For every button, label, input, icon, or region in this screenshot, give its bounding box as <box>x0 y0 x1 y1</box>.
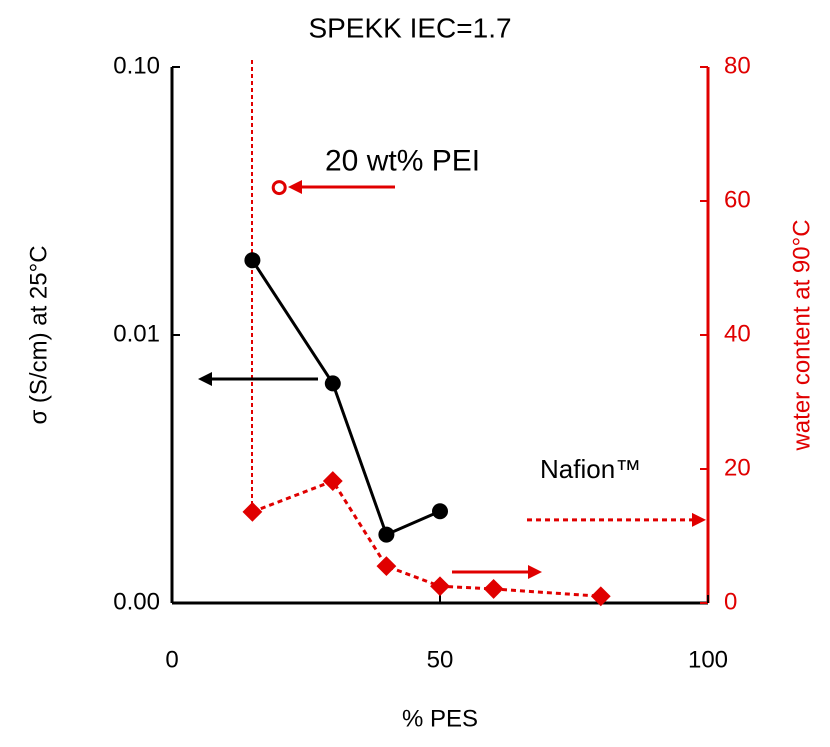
annotation: Nafion™ <box>540 454 641 484</box>
annotation: 20 wt% PEI <box>325 145 480 178</box>
y2-tick-label: 40 <box>724 320 751 347</box>
y2-tick-label: 20 <box>724 454 751 481</box>
point <box>324 375 341 392</box>
x-tick-label: 100 <box>688 646 728 673</box>
point <box>376 556 397 577</box>
x-tick-label: 0 <box>165 646 178 673</box>
y2-axis-label: water content at 90°C <box>788 219 815 451</box>
y-tick-label: 0.00 <box>113 588 160 615</box>
y-tick-label: 0.10 <box>113 52 160 79</box>
y2-tick-label: 80 <box>724 52 751 79</box>
arrows <box>198 180 542 579</box>
arrow-head <box>288 180 302 194</box>
point <box>483 579 504 599</box>
y-axis-label: σ (S/cm) at 25°C <box>25 245 52 424</box>
series-line <box>251 479 601 598</box>
pei-point <box>271 180 287 196</box>
arrow-head <box>528 565 542 579</box>
point <box>432 503 448 520</box>
y-tick-label: 0.01 <box>113 320 160 347</box>
chart-title: SPEKK IEC=1.7 <box>308 12 511 43</box>
point <box>322 471 343 491</box>
series-line <box>251 259 441 537</box>
x-tick-label: 50 <box>427 646 454 673</box>
arrow-head <box>692 512 706 527</box>
point <box>244 252 261 269</box>
point <box>242 501 263 522</box>
x-axis-label: % PES <box>402 705 478 732</box>
point <box>378 526 395 543</box>
arrow-head <box>198 372 212 386</box>
y2-tick-label: 0 <box>724 588 737 615</box>
y2-tick-label: 60 <box>724 186 751 213</box>
point <box>590 586 611 607</box>
point <box>430 576 450 597</box>
